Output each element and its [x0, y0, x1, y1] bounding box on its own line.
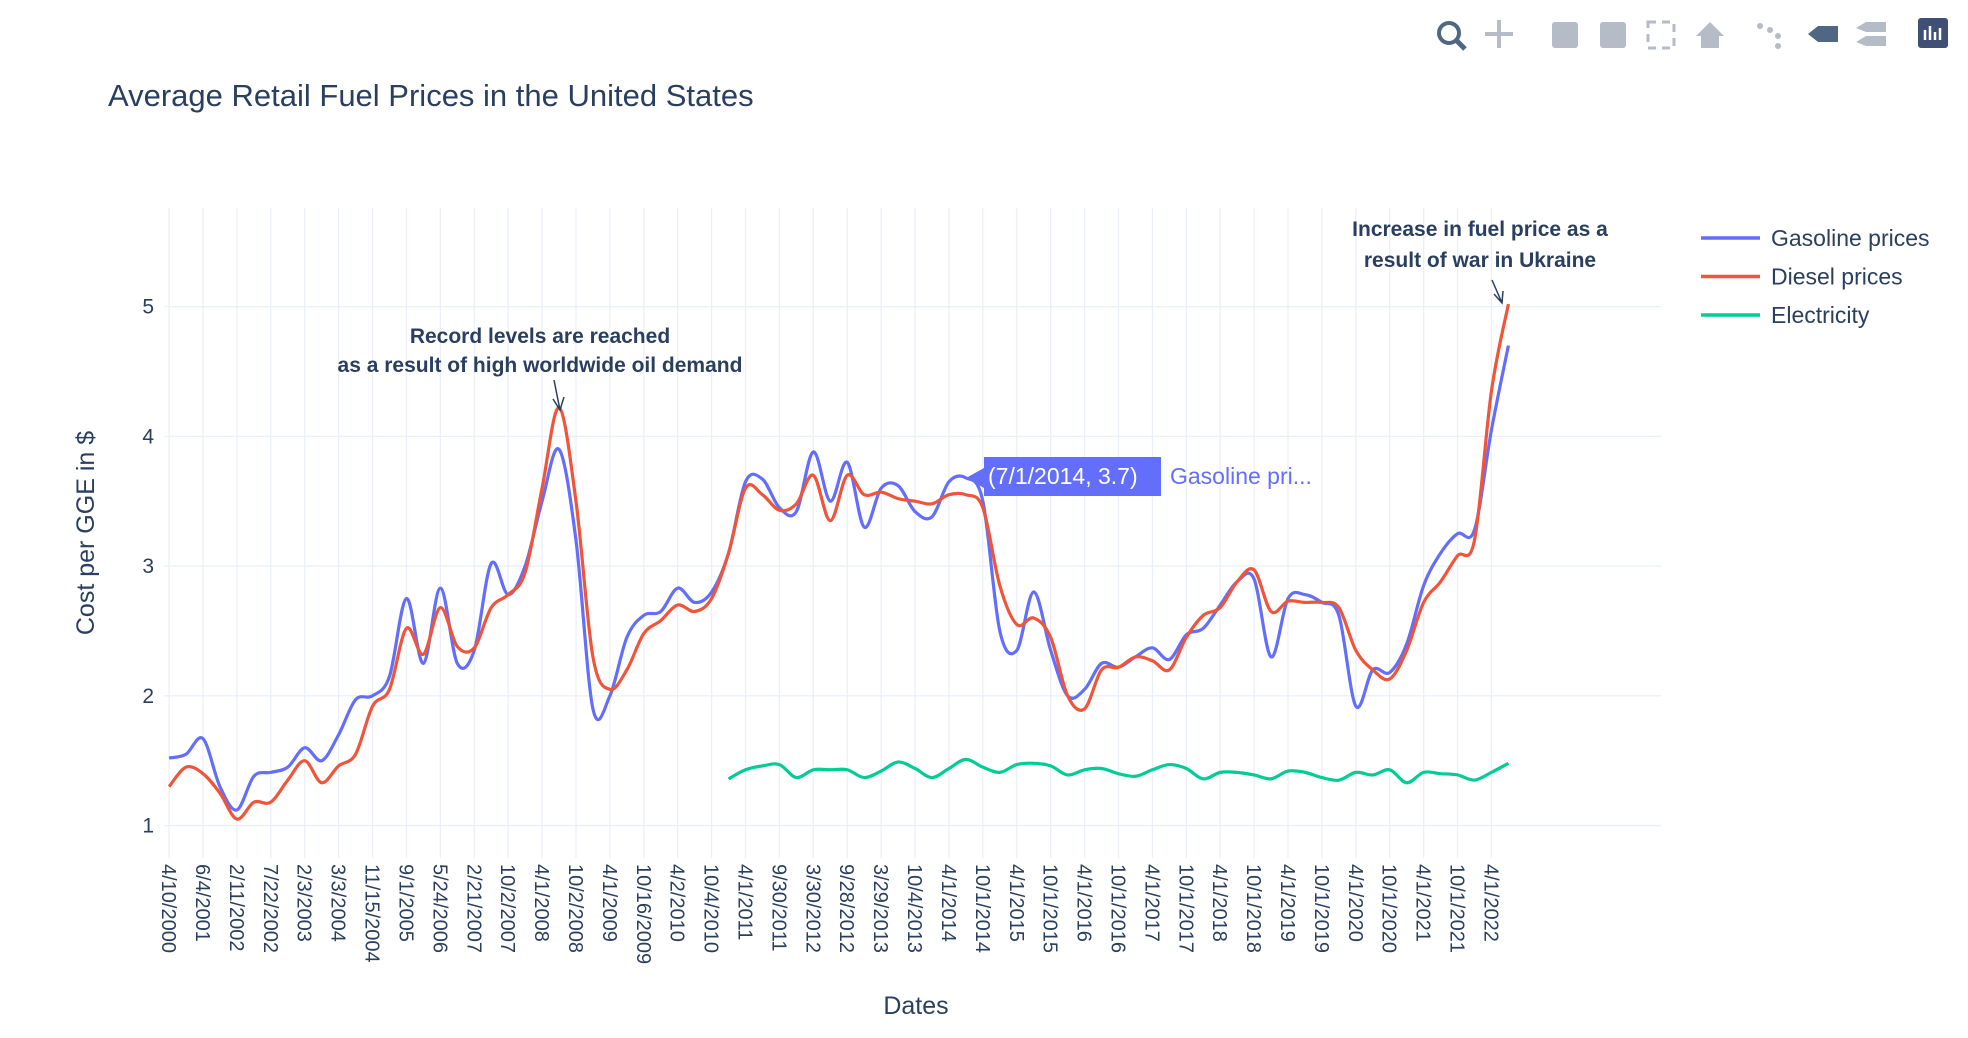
x-tick-label: 10/2/2007 — [496, 864, 518, 953]
y-tick-label: 1 — [142, 815, 154, 838]
x-tick-label: 2/21/2007 — [462, 864, 484, 953]
x-tick-label: 4/1/2009 — [598, 864, 620, 942]
zoom-in-button[interactable] — [1552, 22, 1578, 48]
x-tick-label: 10/1/2015 — [1039, 864, 1061, 953]
legend-label[interactable]: Gasoline prices — [1771, 225, 1930, 251]
annotation: Increase in fuel price as a result of wa… — [1352, 218, 1608, 305]
x-tick-label: 10/4/2010 — [700, 864, 722, 953]
hover-box — [966, 457, 1161, 496]
x-tick-label: 4/1/2016 — [1073, 864, 1095, 942]
x-tick-label: 4/1/2011 — [734, 864, 756, 940]
zoom-out-button[interactable] — [1600, 22, 1626, 48]
data-line — [727, 757, 1510, 785]
x-tick-label: 6/4/2001 — [191, 864, 213, 942]
hover-series-name: Gasoline pri... — [1170, 463, 1312, 489]
x-tick-label: 4/1/2018 — [1208, 864, 1230, 942]
x-tick-label: 4/1/2020 — [1344, 864, 1366, 942]
data-line — [167, 303, 1510, 821]
hover-text: (7/1/2014, 3.7) — [988, 463, 1138, 489]
x-tick-label: 3/30/2012 — [801, 864, 823, 953]
x-tick-label: 4/1/2017 — [1140, 864, 1162, 942]
hover-closest-button[interactable] — [1808, 26, 1838, 42]
x-tick-label: 4/2/2010 — [666, 864, 688, 942]
grid — [164, 208, 1661, 858]
annotation-text: result of war in Ukraine — [1364, 249, 1596, 272]
x-tick-label: 2/3/2003 — [293, 864, 315, 942]
x-tick-label: 10/1/2019 — [1310, 864, 1332, 953]
x-tick-label: 9/30/2011 — [767, 864, 789, 952]
hover-compare-button[interactable] — [1856, 22, 1886, 46]
modebar — [1437, 18, 1948, 51]
x-tick-label: 10/1/2014 — [971, 864, 993, 953]
x-tick-label: 4/1/2021 — [1412, 864, 1434, 942]
legend: Gasoline prices Diesel prices Electricity — [1701, 225, 1930, 328]
annotation: Record levels are reached as a result of… — [338, 325, 743, 412]
x-tick-label: 3/3/2004 — [327, 864, 349, 942]
chart-title: Average Retail Fuel Prices in the United… — [108, 78, 754, 113]
y-tick-label: 4 — [142, 425, 154, 448]
y-axis-title: Cost per GGE in $ — [72, 431, 100, 635]
ticks: 1 2 3 4 5 4/10/2000 6/4/2001 2/11/2002 7/22/2002… — [142, 296, 1501, 965]
annotation-text: Increase in fuel price as a — [1352, 218, 1608, 241]
x-tick-label: 10/1/2017 — [1174, 864, 1196, 953]
x-tick-label: 4/1/2014 — [937, 864, 959, 942]
annotation-text: as a result of high worldwide oil demand — [338, 354, 743, 377]
x-tick-label: 2/11/2002 — [225, 864, 247, 952]
x-tick-label: 4/10/2000 — [157, 864, 179, 953]
zoom-button[interactable] — [1437, 21, 1467, 51]
spikelines-button[interactable] — [1757, 23, 1781, 49]
x-axis-title: Dates — [883, 992, 948, 1020]
x-tick-label: 10/1/2018 — [1242, 864, 1264, 953]
autoscale-button[interactable] — [1646, 20, 1676, 50]
x-tick-label: 10/16/2009 — [632, 864, 654, 964]
x-tick-label: 10/1/2020 — [1378, 864, 1400, 953]
hover-label: (7/1/2014, 3.7) Gasoline pri... — [966, 457, 1312, 496]
x-tick-label: 4/1/2015 — [1005, 864, 1027, 942]
x-tick-label: 11/15/2004 — [361, 864, 383, 963]
data-line — [168, 345, 1510, 812]
x-tick-label: 9/28/2012 — [835, 864, 857, 953]
x-tick-label: 10/1/2021 — [1446, 864, 1468, 953]
annotation-arrow — [1491, 279, 1504, 305]
x-tick-label: 4/1/2022 — [1479, 864, 1501, 942]
annotation-arrow — [552, 379, 565, 412]
x-tick-label: 7/22/2002 — [259, 864, 281, 953]
y-tick-label: 2 — [142, 685, 154, 708]
legend-label[interactable]: Diesel prices — [1771, 264, 1903, 290]
reset-button[interactable] — [1696, 22, 1724, 48]
x-tick-label: 4/1/2019 — [1276, 864, 1298, 942]
x-tick-label: 3/29/2013 — [869, 864, 891, 953]
plot-lines — [167, 303, 1510, 821]
plotly-logo[interactable] — [1918, 18, 1948, 48]
x-tick-label: 10/1/2016 — [1106, 864, 1128, 953]
x-tick-label: 10/4/2013 — [903, 864, 925, 953]
legend-label[interactable]: Electricity — [1771, 302, 1870, 328]
x-tick-label: 9/1/2005 — [394, 864, 416, 942]
x-tick-label: 5/24/2006 — [428, 864, 450, 953]
x-tick-label: 10/2/2008 — [564, 864, 586, 953]
y-tick-label: 3 — [142, 555, 154, 578]
annotation-text: Record levels are reached — [410, 325, 670, 348]
y-tick-label: 5 — [142, 296, 154, 319]
x-tick-label: 4/1/2008 — [530, 864, 552, 942]
pan-button[interactable] — [1485, 20, 1513, 48]
